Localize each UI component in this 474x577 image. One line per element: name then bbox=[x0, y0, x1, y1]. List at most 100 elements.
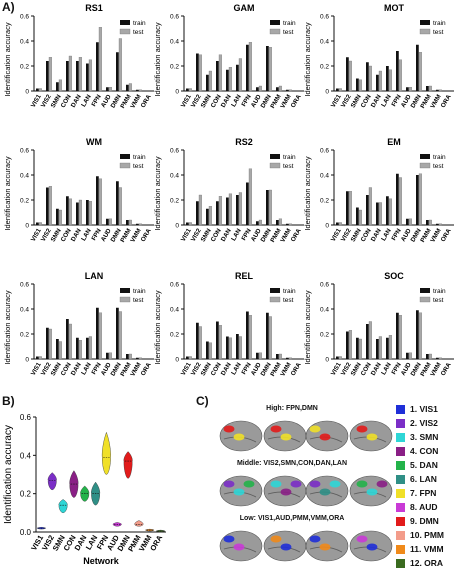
bar-train-dan bbox=[376, 339, 379, 359]
bar-train-aud bbox=[406, 218, 409, 225]
legend-swatch-train bbox=[420, 288, 430, 293]
legend-swatch-train bbox=[420, 154, 430, 159]
brain-network-region bbox=[280, 433, 292, 441]
y-tick-label: 0.4 bbox=[20, 173, 29, 180]
bar-train-dmn bbox=[116, 181, 119, 225]
bar-test-aud bbox=[408, 218, 412, 226]
legend-label-test: test bbox=[283, 29, 294, 36]
chart-title: GAM bbox=[234, 3, 255, 13]
bar-test-vis2 bbox=[48, 186, 52, 226]
bar-test-smn bbox=[58, 79, 62, 92]
x-tick-label: ORA bbox=[290, 93, 303, 109]
bar-train-vis1 bbox=[36, 222, 39, 225]
bar-train-vis2 bbox=[46, 327, 49, 359]
bar-train-aud bbox=[106, 352, 109, 359]
bar-test-vis2 bbox=[348, 191, 352, 226]
bar-test-dmn bbox=[418, 312, 422, 360]
bar-train-dan bbox=[76, 61, 79, 91]
y-axis-label: Identification accuracy bbox=[3, 290, 12, 364]
bar-train-pmm bbox=[426, 354, 429, 359]
bar-test-con bbox=[68, 323, 72, 360]
bar-test-dan bbox=[378, 336, 382, 360]
y-tick-label: 0.4 bbox=[20, 307, 29, 314]
bar-train-aud bbox=[256, 352, 259, 359]
bar-train-vis1 bbox=[186, 222, 189, 225]
chart-title: EM bbox=[387, 137, 401, 147]
bar-train-con bbox=[216, 321, 219, 359]
bar-test-smn bbox=[358, 338, 362, 360]
bar-train-aud bbox=[406, 352, 409, 359]
bar-train-aud bbox=[106, 87, 109, 91]
bar-test-vis1 bbox=[338, 88, 342, 92]
bar-train-smn bbox=[206, 74, 209, 91]
y-tick-label: 0.4 bbox=[320, 39, 329, 46]
brain-network-region bbox=[223, 480, 235, 488]
y-tick-label: 0.6 bbox=[320, 148, 329, 155]
brain-network-region bbox=[356, 425, 368, 433]
y-tick-label: 0.2 bbox=[320, 332, 329, 339]
bar-test-lan bbox=[238, 192, 242, 226]
violin-pmm bbox=[134, 520, 144, 527]
y-tick-label: 0.0 bbox=[20, 528, 32, 537]
y-tick-label: 0 bbox=[325, 223, 329, 230]
y-tick-label: 0.2 bbox=[170, 198, 179, 205]
bar-test-dmn bbox=[268, 47, 272, 92]
y-tick-label: 0.2 bbox=[20, 332, 29, 339]
bar-train-dmn bbox=[116, 307, 119, 359]
bar-test-vis1 bbox=[38, 356, 42, 360]
y-tick-label: 0.2 bbox=[20, 198, 29, 205]
bar-test-vmm bbox=[138, 89, 142, 92]
bar-train-con bbox=[366, 324, 369, 359]
bar-train-dmn bbox=[416, 310, 419, 359]
y-tick-label: 0.4 bbox=[170, 307, 179, 314]
bar-test-aud bbox=[258, 352, 262, 360]
brain-network-region bbox=[319, 543, 331, 551]
legend-label: 12. ORA bbox=[410, 558, 444, 568]
bar-test-aud bbox=[258, 85, 262, 92]
bar-train-vmm bbox=[286, 223, 289, 225]
legend-label-test: test bbox=[433, 297, 444, 304]
y-axis-label: Identification accuracy bbox=[3, 156, 12, 230]
bar-test-lan bbox=[238, 58, 242, 92]
bar-train-pmm bbox=[426, 220, 429, 225]
legend-swatch-test bbox=[269, 296, 281, 303]
bar-test-fpn bbox=[398, 59, 402, 92]
violin-smn bbox=[58, 499, 68, 514]
bar-test-vis1 bbox=[188, 356, 192, 360]
bar-test-pmm bbox=[128, 353, 132, 360]
chart-title: MOT bbox=[384, 3, 404, 13]
legend-swatch bbox=[396, 475, 405, 484]
bar-test-pmm bbox=[128, 219, 132, 226]
legend-swatch-test bbox=[269, 162, 281, 169]
bar-train-lan bbox=[236, 195, 239, 225]
bar-train-vmm bbox=[286, 89, 289, 91]
brain-network-region bbox=[319, 488, 331, 496]
legend-label: 7. FPN bbox=[410, 488, 437, 498]
legend-swatch-train bbox=[120, 288, 130, 293]
bar-train-pmm bbox=[126, 354, 129, 359]
bar-test-dmn bbox=[118, 38, 122, 92]
bar-test-dmn bbox=[118, 187, 122, 226]
x-tick-label: LAN bbox=[380, 93, 393, 108]
x-tick-label: DAN bbox=[70, 93, 83, 109]
bar-test-fpn bbox=[98, 27, 102, 92]
bar-train-aud bbox=[406, 87, 409, 91]
bar-train-dan bbox=[226, 69, 229, 91]
x-tick-label: ORA bbox=[148, 533, 164, 552]
bar-test-con bbox=[368, 65, 372, 92]
brain-network-region bbox=[243, 480, 255, 488]
bar-test-lan bbox=[88, 201, 92, 226]
bar-test-vis2 bbox=[48, 328, 52, 360]
bar-train-dmn bbox=[116, 52, 119, 91]
legend-label-train: train bbox=[433, 154, 446, 161]
bar-test-smn bbox=[358, 79, 362, 92]
brain-network-region bbox=[309, 480, 321, 488]
bar-train-fpn bbox=[396, 173, 399, 225]
bar-test-vmm bbox=[288, 89, 292, 92]
y-tick-label: 0 bbox=[175, 357, 179, 364]
bar-train-smn bbox=[56, 208, 59, 225]
